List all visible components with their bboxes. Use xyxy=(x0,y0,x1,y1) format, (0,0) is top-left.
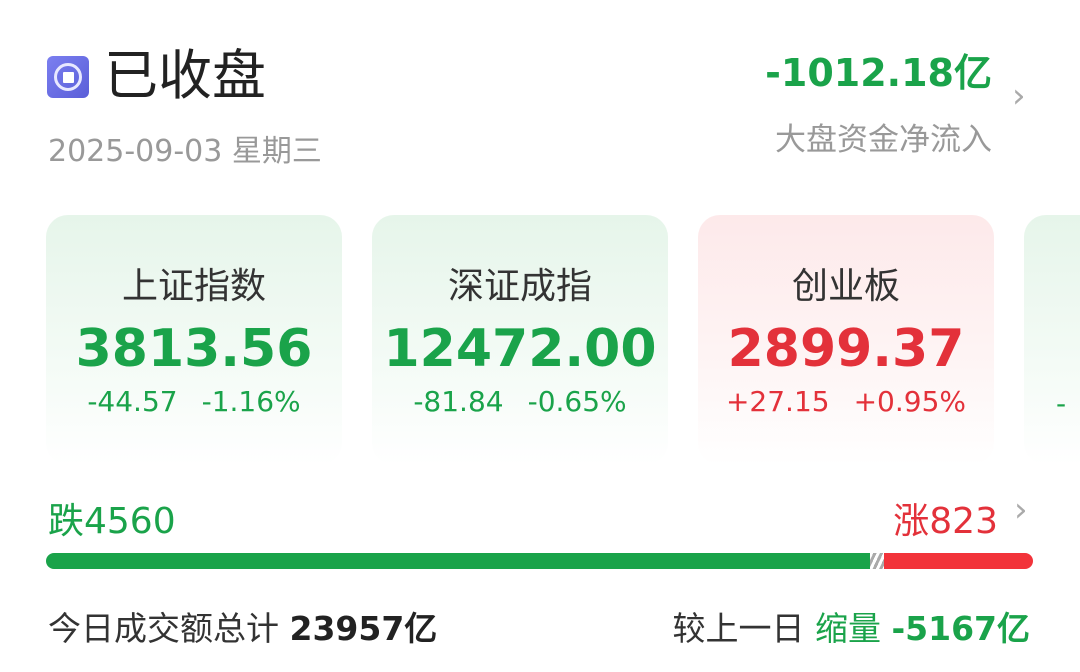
index-value: 2899.37 xyxy=(727,319,965,379)
fall-bar xyxy=(46,553,871,569)
index-name: 深证成指 xyxy=(447,266,592,307)
index-change: -81.84 xyxy=(413,385,504,418)
index-pct: -0.65% xyxy=(527,385,627,418)
turnover-compare: 较上一日 缩量 -5167亿 xyxy=(672,602,1030,650)
index-card-szse[interactable]: 深证成指 12472.00 -81.84 -0.65% xyxy=(372,215,668,465)
index-card-chinext[interactable]: 创业板 2899.37 +27.15 +0.95% xyxy=(698,215,994,465)
index-pct: -1.16% xyxy=(201,385,301,418)
compare-value: -5167亿 xyxy=(891,609,1030,648)
rise-bar xyxy=(884,553,1033,569)
rise-count[interactable]: 涨823 xyxy=(893,501,998,542)
index-value: 12472.00 xyxy=(383,319,657,379)
index-name: 创业板 xyxy=(791,266,900,307)
compare-label: 较上一日 xyxy=(672,609,805,648)
chevron-right-icon[interactable]: › xyxy=(1014,490,1028,530)
turnover-label: 今日成交额总计 xyxy=(48,609,279,648)
net-flow-label[interactable]: 大盘资金净流入 xyxy=(775,122,992,158)
index-card-sse[interactable]: 上证指数 3813.56 -44.57 -1.16% xyxy=(46,215,342,465)
index-card-partial[interactable]: - xyxy=(1024,215,1080,465)
net-flow-value[interactable]: -1012.18亿 xyxy=(765,51,992,95)
bar-separator xyxy=(870,553,885,569)
turnover-value: 23957亿 xyxy=(289,609,438,648)
market-status: 已收盘 xyxy=(104,44,266,107)
fall-count: 跌4560 xyxy=(48,501,176,542)
date: 2025-09-03 星期三 xyxy=(48,134,322,169)
index-change: - xyxy=(1056,387,1067,420)
index-change: +27.15 xyxy=(725,385,830,418)
turnover-total: 今日成交额总计 23957亿 xyxy=(48,602,437,650)
index-value: 3813.56 xyxy=(75,319,313,379)
index-name: 上证指数 xyxy=(121,266,266,307)
stop-circle-icon xyxy=(47,56,89,98)
index-pct: +0.95% xyxy=(853,385,967,418)
index-change: -44.57 xyxy=(87,385,178,418)
breadth-bar xyxy=(46,553,1033,569)
chevron-right-icon[interactable]: › xyxy=(1012,76,1026,116)
compare-type: 缩量 xyxy=(814,609,881,648)
